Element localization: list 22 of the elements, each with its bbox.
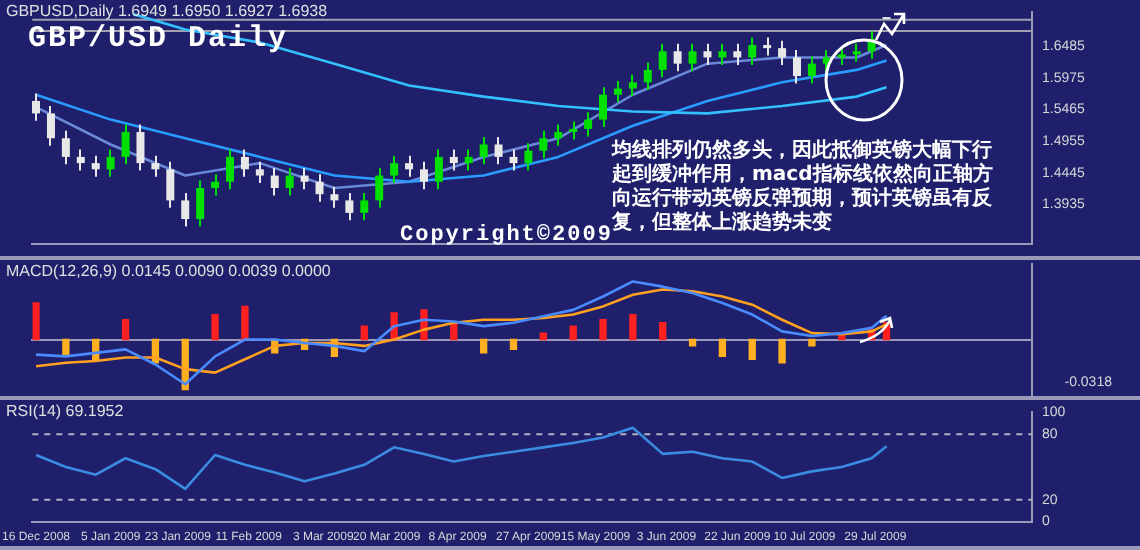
annotation: 均线排列仍然多头，因此抵御英镑大幅下行起到缓冲作用，macd指标线依然向正轴方向运行带动英镑反弹预期，预计英镑虽有反复，但整体上涨趋势未变	[612, 140, 995, 236]
chart-subtitle: GBPUSD,Daily 1.6949 1.6950 1.6927 1.6938	[6, 2, 328, 20]
bar	[539, 332, 547, 341]
bar	[808, 338, 816, 347]
bar	[569, 325, 577, 341]
bar	[629, 313, 637, 341]
bar	[778, 338, 786, 364]
bar	[241, 305, 249, 341]
bar	[688, 338, 697, 347]
bar	[748, 338, 756, 360]
bar	[360, 325, 368, 341]
bar	[659, 322, 667, 341]
annotation: Copyright©2009	[400, 224, 613, 248]
bar	[599, 319, 607, 341]
bar	[509, 338, 518, 351]
bar	[718, 338, 727, 358]
chart-subtitle: MACD(12,26,9) 0.0145 0.0090 0.0039 0.0000	[6, 262, 331, 280]
bar	[211, 313, 219, 341]
bar	[479, 338, 488, 354]
bar	[32, 302, 40, 341]
bar	[121, 319, 130, 341]
chart-subtitle: RSI(14) 69.1952	[6, 402, 124, 420]
